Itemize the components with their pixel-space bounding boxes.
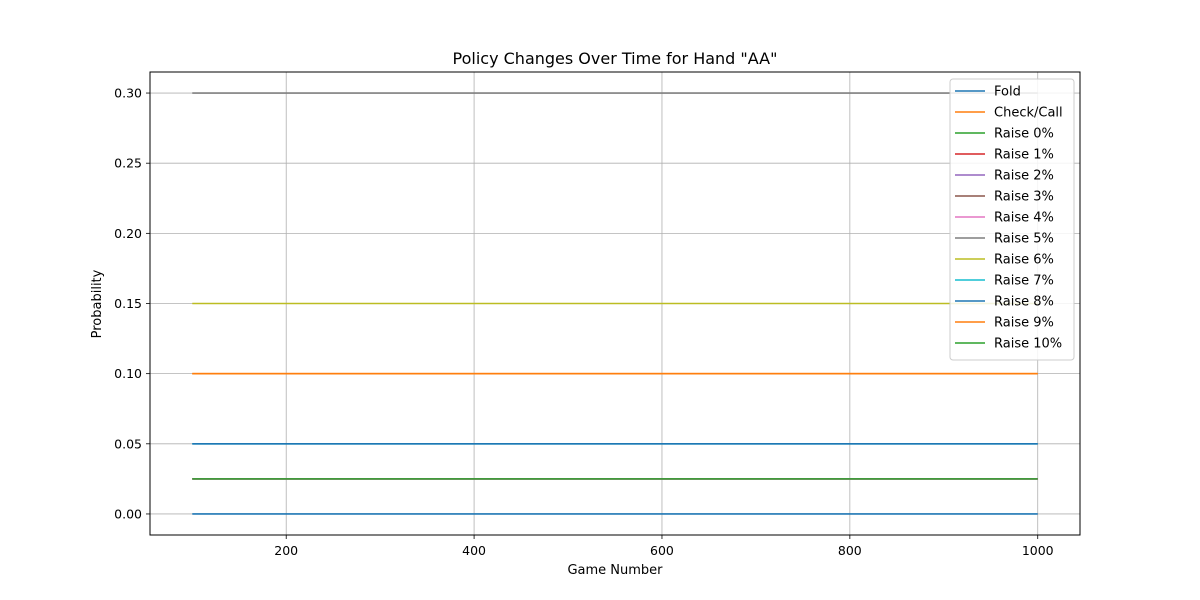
x-tick-label: 600 xyxy=(650,543,674,558)
legend-label: Fold xyxy=(994,85,1021,100)
legend: Fold Check/Call Raise 0% Raise 1% Raise 2% Ra… xyxy=(949,78,1075,361)
y-tick-label: 0.25 xyxy=(114,156,142,171)
legend-label: Raise 1% xyxy=(994,148,1054,163)
x-tick-label: 400 xyxy=(462,543,486,558)
legend-label: Raise 4% xyxy=(994,211,1054,226)
series-lines xyxy=(192,92,1038,515)
y-tick-label: 0.10 xyxy=(114,366,142,381)
y-tick-label: 0.15 xyxy=(114,296,142,311)
y-tick-label: 0.20 xyxy=(114,226,142,241)
legend-label: Raise 6% xyxy=(994,253,1054,268)
y-tick-label: 0.30 xyxy=(114,86,142,101)
x-tick-label: 200 xyxy=(274,543,298,558)
y-tick-label: 0.05 xyxy=(114,436,142,451)
legend-label: Raise 3% xyxy=(994,190,1054,205)
legend-label: Raise 9% xyxy=(994,316,1054,331)
legend-label: Raise 7% xyxy=(994,274,1054,289)
legend-label: Raise 10% xyxy=(994,337,1062,352)
legend-label: Raise 0% xyxy=(994,127,1054,142)
legend-label: Raise 5% xyxy=(994,232,1054,247)
y-axis-ticks: 0.00 0.05 0.10 0.15 0.20 0.25 0.30 xyxy=(114,86,150,521)
legend-label: Raise 2% xyxy=(994,169,1054,184)
x-axis-label: Game Number xyxy=(567,563,663,578)
legend-label: Raise 8% xyxy=(994,295,1054,310)
x-axis-ticks: 200 400 600 800 1000 xyxy=(274,535,1054,558)
legend-box xyxy=(949,78,1075,361)
x-tick-label: 800 xyxy=(838,543,862,558)
y-axis-label: Probability xyxy=(90,269,105,338)
chart-title: Policy Changes Over Time for Hand "AA" xyxy=(453,49,778,68)
legend-label: Check/Call xyxy=(994,106,1063,121)
y-tick-label: 0.00 xyxy=(114,506,142,521)
x-tick-label: 1000 xyxy=(1022,543,1054,558)
